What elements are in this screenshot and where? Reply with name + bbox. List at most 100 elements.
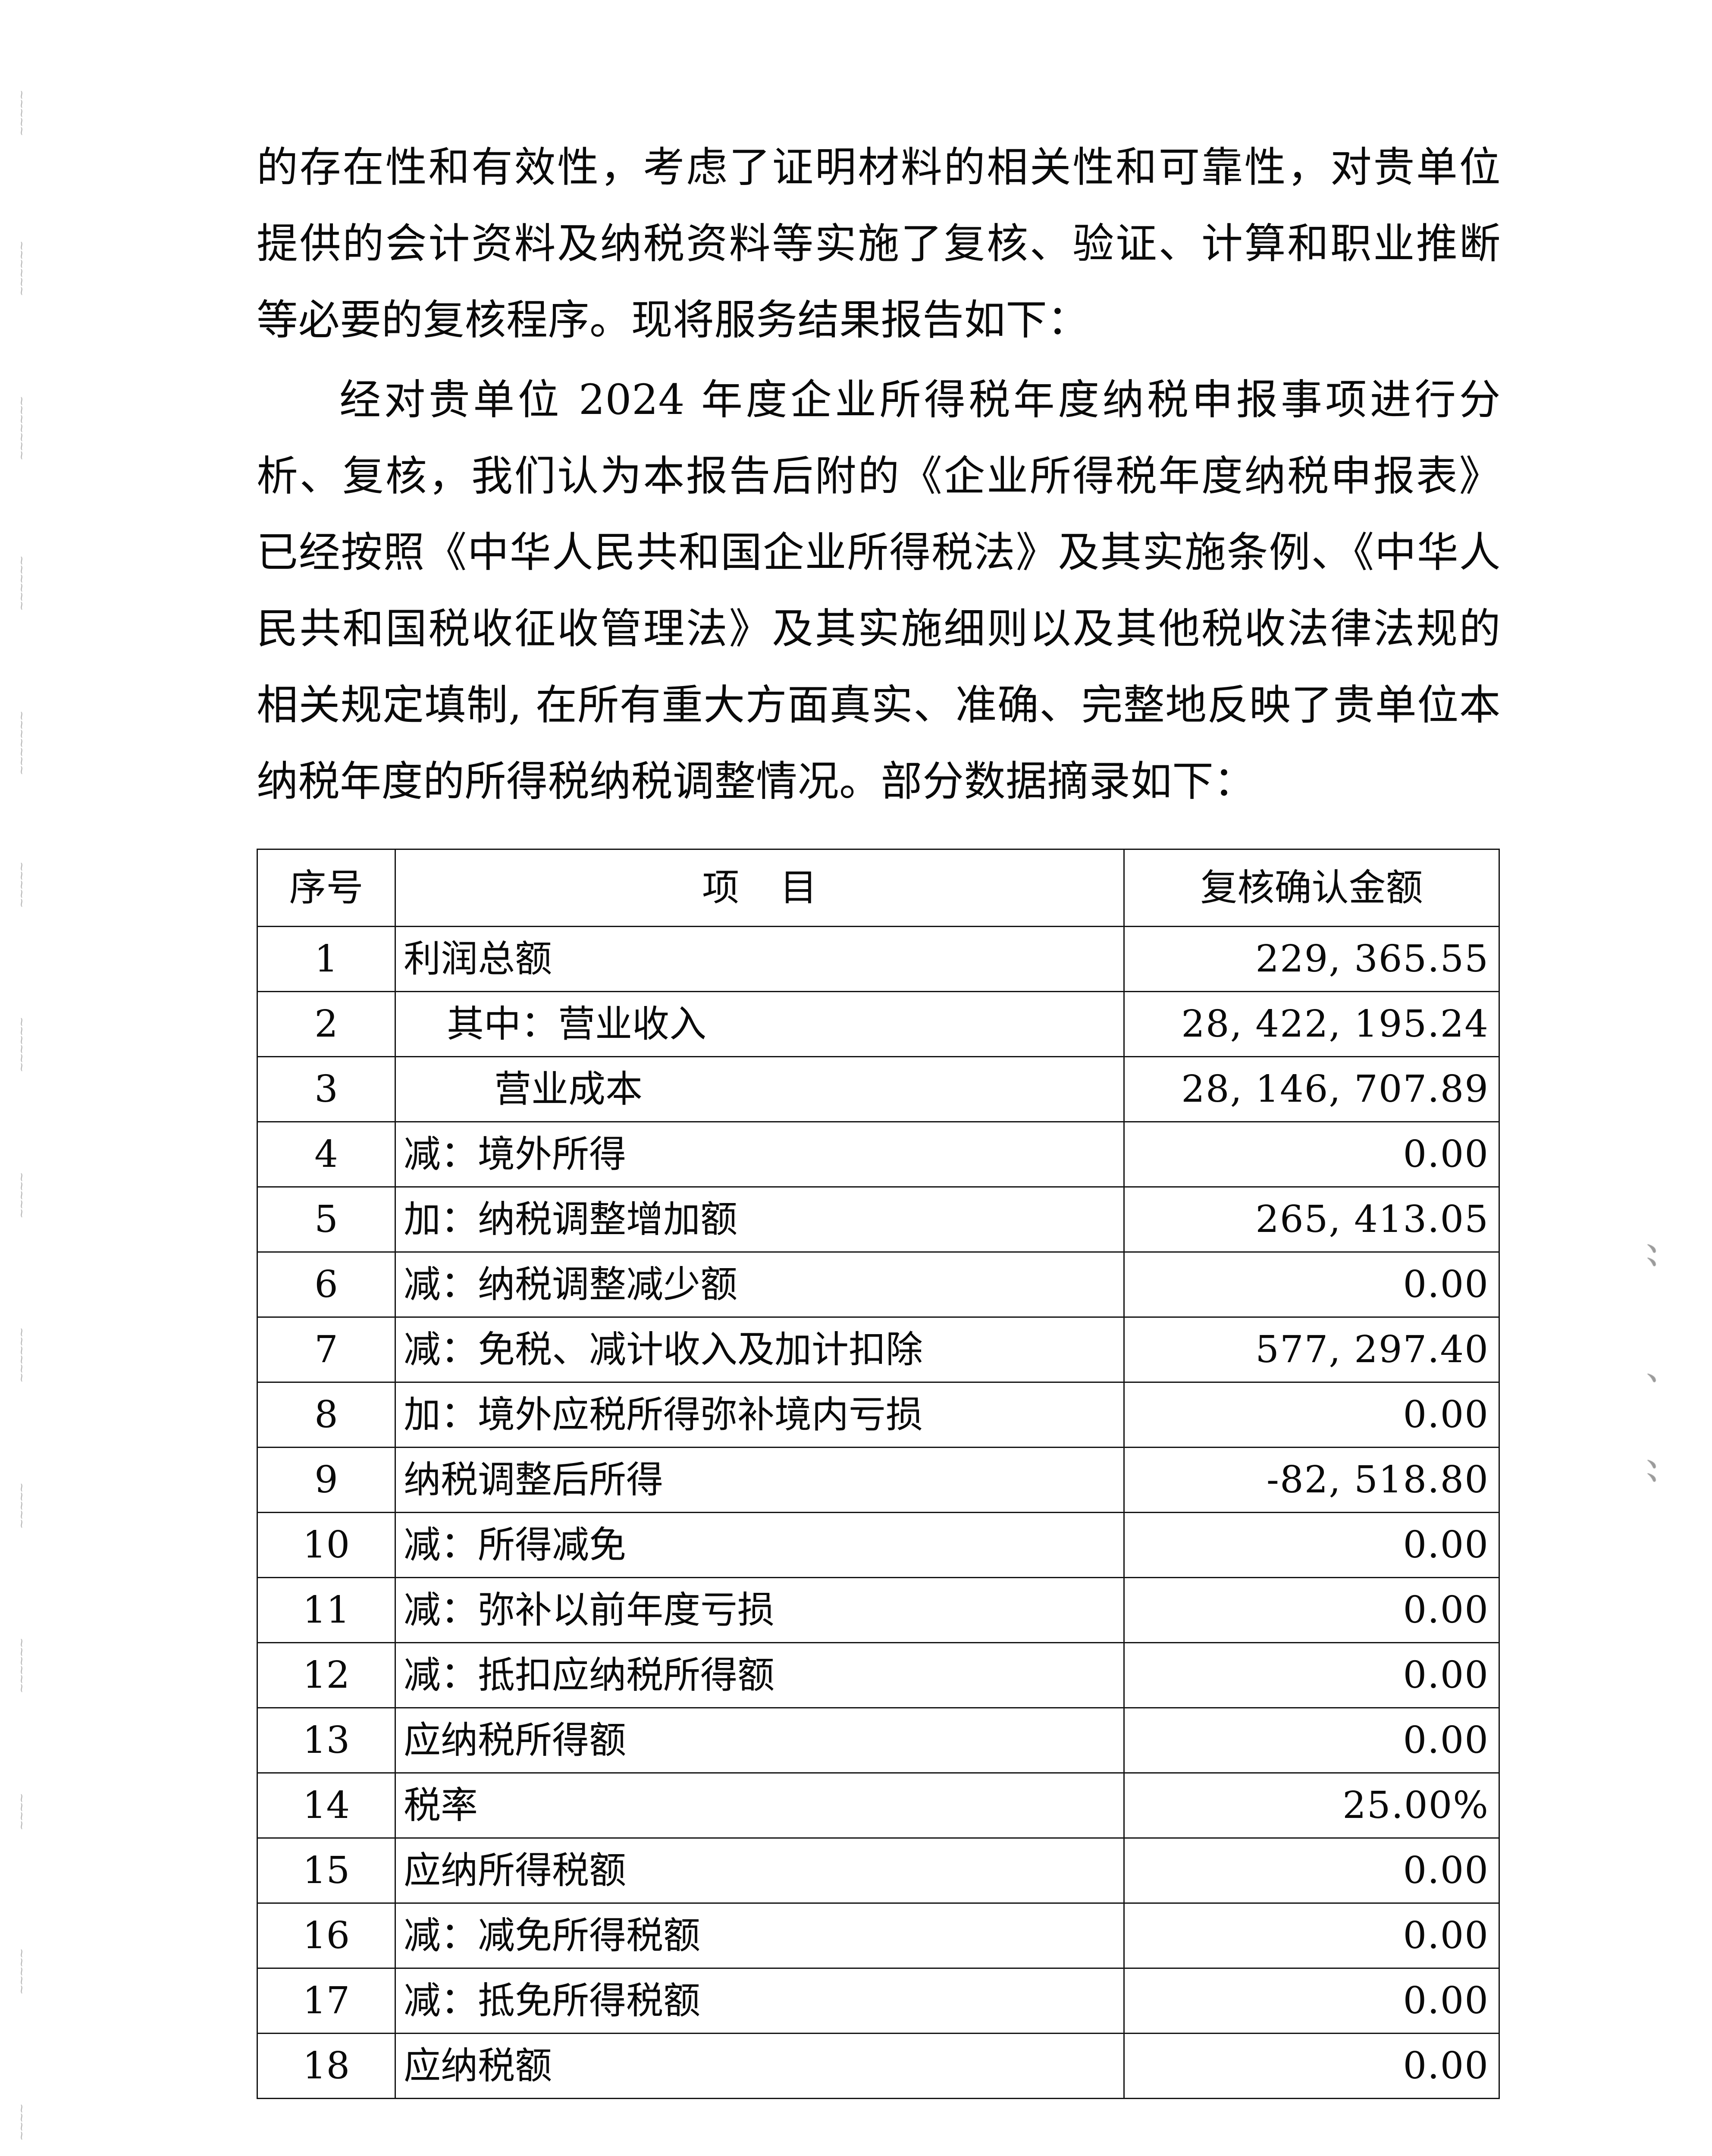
scan-artifact-mark: ⁓⁓⁓⁓⁓⁓⁓ xyxy=(17,397,27,460)
cell-amount: 265, 413.05 xyxy=(1123,1186,1500,1253)
table-row: 13 应纳税所得额 0.00 xyxy=(257,1707,1500,1774)
cell-amount: 0.00 xyxy=(1123,1642,1500,1708)
table-row: 6 减：纳税调整减少额 0.00 xyxy=(257,1251,1500,1318)
column-header-index: 序号 xyxy=(257,849,396,927)
cell-index: 1 xyxy=(257,926,396,992)
cell-amount: 0.00 xyxy=(1123,1251,1500,1318)
table-row: 10 减：所得减免 0.00 xyxy=(257,1512,1500,1578)
scan-artifact-mark: ⁓⁓⁓⁓⁓⁓ xyxy=(17,1018,27,1072)
table-row: 5 加：纳税调整增加额 265, 413.05 xyxy=(257,1186,1500,1253)
cell-index: 9 xyxy=(257,1447,396,1513)
cell-item: 减：抵扣应纳税所得额 xyxy=(395,1642,1125,1708)
table-header-row: 序号 项目 复核确认金额 xyxy=(257,849,1500,927)
table-row: 17 减：抵免所得税额 0.00 xyxy=(257,1968,1500,2034)
cell-item: 减：减免所得税额 xyxy=(395,1902,1125,1969)
cell-index: 3 xyxy=(257,1056,396,1122)
cell-index: 8 xyxy=(257,1382,396,1448)
cell-item: 减：境外所得 xyxy=(395,1121,1125,1188)
table-row: 9 纳税调整后所得 -82, 518.80 xyxy=(257,1447,1500,1513)
paragraph-findings: 经对贵单位 2024 年度企业所得税年度纳税申报事项进行分析、复核，我们认为本报… xyxy=(257,376,1501,805)
column-header-amount: 复核确认金额 xyxy=(1123,849,1500,927)
column-header-item: 项目 xyxy=(395,849,1125,927)
scan-artifact-mark: ⁓⁓⁓⁓⁓ xyxy=(17,1173,27,1218)
tax-adjustment-table: 序号 项目 复核确认金额 1 利润总额 229, 365.55 2 其中：营业收入 28,… xyxy=(257,849,1500,2099)
cell-amount: 0.00 xyxy=(1123,1968,1500,2034)
scan-artifact-mark: ﹅﹅ xyxy=(1643,1242,1658,1269)
cell-amount: 0.00 xyxy=(1123,1577,1500,1643)
cell-item: 应纳税所得额 xyxy=(395,1707,1125,1774)
scan-artifact-mark: ⁓⁓⁓⁓ xyxy=(17,2104,27,2140)
paragraph-continuation: 的存在性和有效性，考虑了证明材料的相关性和可靠性，对贵单位提供的会计资料及纳税资… xyxy=(257,143,1501,344)
cell-index: 18 xyxy=(257,2033,396,2099)
cell-index: 4 xyxy=(257,1121,396,1188)
left-edge-scan-artifacts: ⁓⁓⁓⁓⁓ ⁓⁓⁓⁓⁓⁓ ⁓⁓⁓⁓⁓⁓⁓ ⁓⁓⁓⁓⁓⁓ ⁓⁓⁓⁓⁓⁓⁓ ⁓⁓⁓⁓… xyxy=(17,0,69,2156)
cell-amount: 0.00 xyxy=(1123,1121,1500,1188)
cell-item: 利润总额 xyxy=(395,926,1125,992)
cell-index: 15 xyxy=(257,1837,396,1904)
cell-amount: 0.00 xyxy=(1123,1512,1500,1578)
cell-item: 税率 xyxy=(395,1772,1125,1839)
table-body: 1 利润总额 229, 365.55 2 其中：营业收入 28, 422, 195.24 3… xyxy=(257,926,1500,2099)
scan-artifact-mark: ⁓⁓⁓⁓⁓⁓ xyxy=(17,241,27,296)
cell-item: 应纳税额 xyxy=(395,2033,1125,2099)
cell-index: 11 xyxy=(257,1577,396,1643)
table-row: 4 减：境外所得 0.00 xyxy=(257,1121,1500,1188)
cell-amount: 0.00 xyxy=(1123,1707,1500,1774)
scan-artifact-mark: ⁓⁓⁓⁓⁓ xyxy=(17,1949,27,1994)
document-body: 的存在性和有效性，考虑了证明材料的相关性和可靠性，对贵单位提供的会计资料及纳税资… xyxy=(257,129,1501,823)
cell-index: 5 xyxy=(257,1186,396,1253)
cell-amount: 0.00 xyxy=(1123,1837,1500,1904)
table-row: 8 加：境外应税所得弥补境内亏损 0.00 xyxy=(257,1382,1500,1448)
table-row: 12 减：抵扣应纳税所得额 0.00 xyxy=(257,1642,1500,1708)
cell-index: 10 xyxy=(257,1512,396,1578)
cell-index: 17 xyxy=(257,1968,396,2034)
cell-amount: 28, 422, 195.24 xyxy=(1123,991,1500,1057)
cell-index: 6 xyxy=(257,1251,396,1318)
cell-index: 2 xyxy=(257,991,396,1057)
cell-item: 减：免税、减计收入及加计扣除 xyxy=(395,1316,1125,1383)
cell-item: 其中：营业收入 xyxy=(395,991,1125,1057)
cell-index: 7 xyxy=(257,1316,396,1383)
scan-artifact-mark: ⁓⁓⁓⁓ xyxy=(17,1794,27,1830)
cell-index: 13 xyxy=(257,1707,396,1774)
cell-index: 16 xyxy=(257,1902,396,1969)
table-row: 7 减：免税、减计收入及加计扣除 577, 297.40 xyxy=(257,1316,1500,1383)
scan-artifact-mark: ﹅ xyxy=(1643,1371,1658,1385)
table-row: 14 税率 25.00% xyxy=(257,1772,1500,1839)
scan-artifact-mark: ⁓⁓⁓⁓⁓⁓⁓ xyxy=(17,711,27,775)
cell-item: 营业成本 xyxy=(395,1056,1125,1122)
table-row: 3 营业成本 28, 146, 707.89 xyxy=(257,1056,1500,1122)
table-row: 11 减：弥补以前年度亏损 0.00 xyxy=(257,1577,1500,1643)
cell-item: 应纳所得税额 xyxy=(395,1837,1125,1904)
table-row: 1 利润总额 229, 365.55 xyxy=(257,926,1500,992)
table-row: 18 应纳税额 0.00 xyxy=(257,2033,1500,2099)
cell-item: 减：所得减免 xyxy=(395,1512,1125,1578)
cell-item: 减：弥补以前年度亏损 xyxy=(395,1577,1125,1643)
scan-artifact-mark: ⁓⁓⁓⁓⁓ xyxy=(17,91,27,136)
cell-item: 减：纳税调整减少额 xyxy=(395,1251,1125,1318)
cell-amount: -82, 518.80 xyxy=(1123,1447,1500,1513)
scan-artifact-mark: ⁓⁓⁓⁓⁓⁓ xyxy=(17,1639,27,1693)
scan-artifact-mark: ⁓⁓⁓⁓⁓ xyxy=(17,1483,27,1529)
cell-item: 加：纳税调整增加额 xyxy=(395,1186,1125,1253)
scan-artifact-mark: ⁓⁓⁓⁓⁓⁓ xyxy=(17,556,27,611)
table-row: 15 应纳所得税额 0.00 xyxy=(257,1837,1500,1904)
cell-item: 加：境外应税所得弥补境内亏损 xyxy=(395,1382,1125,1448)
table-row: 16 减：减免所得税额 0.00 xyxy=(257,1902,1500,1969)
table-row: 2 其中：营业收入 28, 422, 195.24 xyxy=(257,991,1500,1057)
cell-amount: 28, 146, 707.89 xyxy=(1123,1056,1500,1122)
scan-artifact-mark: ⁓⁓⁓⁓⁓ xyxy=(17,862,27,908)
scan-artifact-mark: ⁓⁓⁓⁓⁓⁓ xyxy=(17,1328,27,1382)
scan-artifact-mark: ﹅﹅ xyxy=(1643,1457,1658,1484)
cell-amount: 577, 297.40 xyxy=(1123,1316,1500,1383)
cell-amount: 229, 365.55 xyxy=(1123,926,1500,992)
cell-amount: 25.00% xyxy=(1123,1772,1500,1839)
cell-index: 12 xyxy=(257,1642,396,1708)
cell-item: 纳税调整后所得 xyxy=(395,1447,1125,1513)
cell-amount: 0.00 xyxy=(1123,2033,1500,2099)
right-edge-scan-artifacts: ﹅﹅ ﹅ ﹅﹅ xyxy=(1643,0,1695,2156)
cell-amount: 0.00 xyxy=(1123,1382,1500,1448)
cell-item: 减：抵免所得税额 xyxy=(395,1968,1125,2034)
cell-amount: 0.00 xyxy=(1123,1902,1500,1969)
